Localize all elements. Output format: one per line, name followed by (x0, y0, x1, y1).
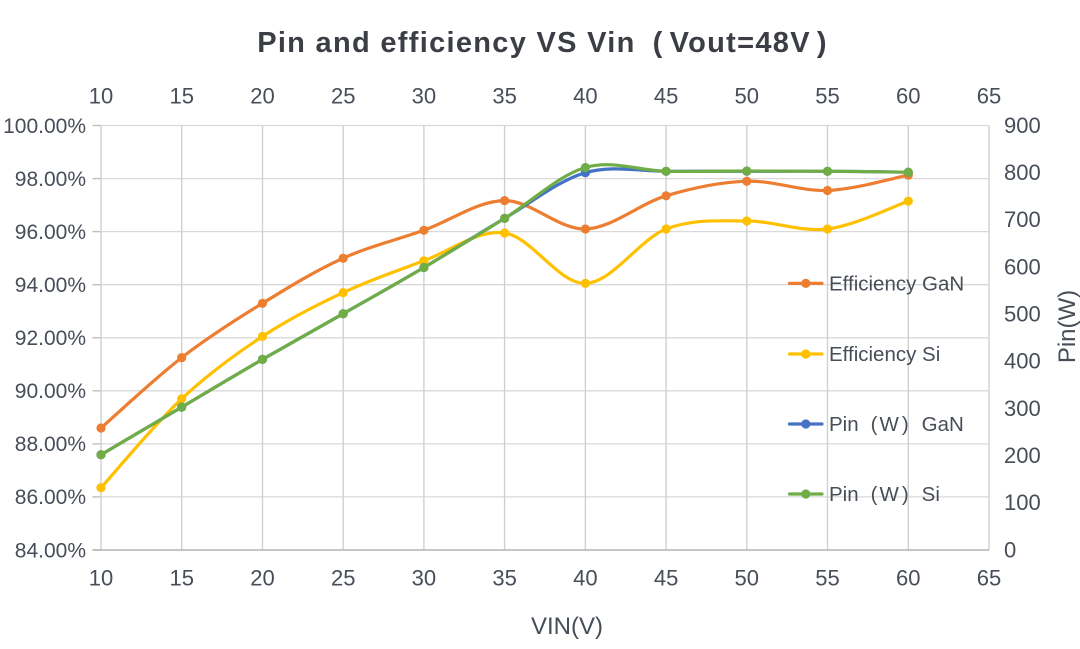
svg-text:10: 10 (89, 83, 113, 108)
svg-text:VIN(V): VIN(V) (531, 613, 603, 640)
svg-text:45: 45 (654, 83, 678, 108)
svg-text:25: 25 (331, 83, 355, 108)
svg-text:700: 700 (1004, 207, 1041, 232)
svg-text:55: 55 (815, 83, 839, 108)
svg-text:90.00%: 90.00% (15, 380, 86, 403)
svg-text:20: 20 (250, 566, 274, 591)
svg-text:Pin and efficiency VS Vin(Vout: Pin and efficiency VS Vin(Vout=48V) (257, 27, 828, 59)
svg-text:65: 65 (977, 566, 1001, 591)
svg-text:40: 40 (573, 83, 597, 108)
svg-text:Efficiency GaN: Efficiency GaN (829, 272, 964, 295)
svg-text:40: 40 (573, 566, 597, 591)
svg-text:10: 10 (89, 566, 113, 591)
svg-text:15: 15 (169, 83, 193, 108)
svg-text:50: 50 (735, 566, 759, 591)
svg-text:98.00%: 98.00% (15, 168, 86, 191)
svg-text:100: 100 (1004, 490, 1041, 515)
svg-text:60: 60 (896, 83, 920, 108)
svg-text:96.00%: 96.00% (15, 221, 86, 244)
svg-text:20: 20 (250, 83, 274, 108)
svg-text:84.00%: 84.00% (15, 539, 86, 562)
svg-text:Pin(W)GaN: Pin (W) GaN (829, 413, 964, 436)
svg-text:55: 55 (815, 566, 839, 591)
svg-text:92.00%: 92.00% (15, 327, 86, 350)
svg-text:50: 50 (735, 83, 759, 108)
svg-text:30: 30 (412, 566, 436, 591)
svg-text:45: 45 (654, 566, 678, 591)
svg-text:Pin(W)Si: Pin (W) Si (829, 483, 940, 506)
svg-text:900: 900 (1004, 113, 1041, 138)
svg-text:35: 35 (492, 566, 516, 591)
svg-text:25: 25 (331, 566, 355, 591)
svg-text:94.00%: 94.00% (15, 274, 86, 297)
svg-text:200: 200 (1004, 443, 1041, 468)
svg-text:100.00%: 100.00% (3, 115, 86, 138)
svg-text:88.00%: 88.00% (15, 433, 86, 456)
svg-text:800: 800 (1004, 160, 1041, 185)
svg-text:500: 500 (1004, 302, 1041, 327)
svg-text:600: 600 (1004, 254, 1041, 279)
svg-text:300: 300 (1004, 396, 1041, 421)
svg-text:400: 400 (1004, 349, 1041, 374)
svg-text:30: 30 (412, 83, 436, 108)
svg-text:65: 65 (977, 83, 1001, 108)
svg-text:0: 0 (1004, 537, 1016, 562)
svg-text:35: 35 (492, 83, 516, 108)
svg-text:86.00%: 86.00% (15, 486, 86, 509)
svg-text:Efficiency Si: Efficiency Si (829, 343, 940, 366)
svg-text:15: 15 (169, 566, 193, 591)
svg-text:60: 60 (896, 566, 920, 591)
svg-text:Pin(W): Pin(W) (1054, 290, 1080, 363)
